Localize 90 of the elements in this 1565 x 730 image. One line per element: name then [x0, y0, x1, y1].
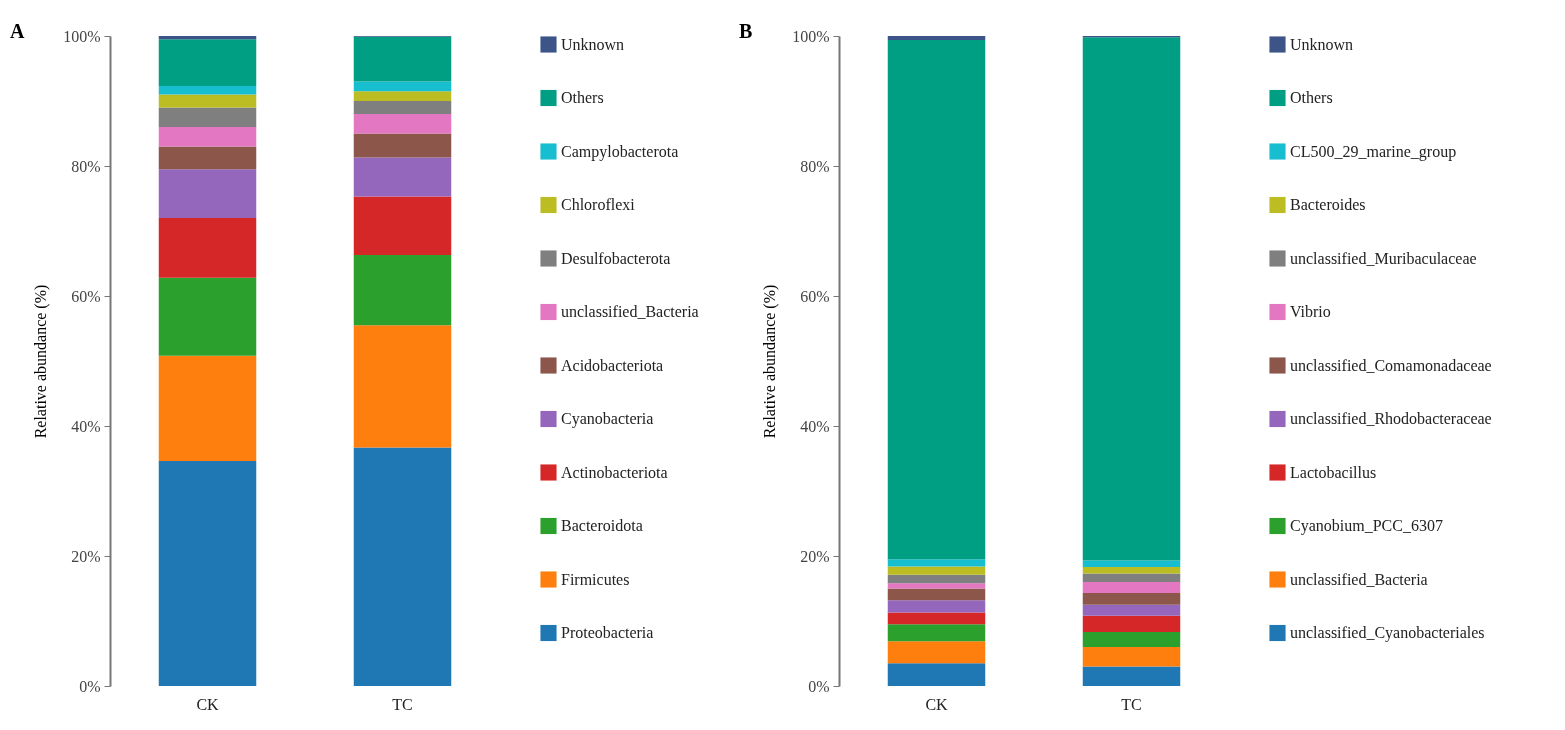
- bar: [158, 461, 257, 686]
- bar: [887, 36, 986, 40]
- bar: [158, 169, 257, 218]
- bar: [1082, 37, 1181, 561]
- bar: [887, 600, 986, 613]
- bar: [353, 157, 452, 197]
- legend-label: Vibrio: [1290, 303, 1331, 320]
- bar: [158, 218, 257, 278]
- bar: [353, 36, 452, 82]
- legend-label: CL500_29_marine_group: [1290, 142, 1457, 161]
- bar: [158, 39, 257, 87]
- legend-label: Desulfobacterota: [561, 249, 671, 267]
- bar: [1082, 573, 1181, 582]
- bar: [1082, 567, 1181, 574]
- x-tick-label: CK: [925, 695, 949, 713]
- bar: [887, 588, 986, 601]
- bar: [353, 196, 452, 256]
- bar: [353, 133, 452, 158]
- chart-title: A: [10, 20, 25, 42]
- bar: [158, 146, 257, 170]
- legend-label: Proteobacteria: [561, 624, 654, 641]
- bar: [158, 127, 257, 147]
- bar: [353, 255, 452, 326]
- y-tick-label: 80%: [800, 157, 830, 175]
- legend-label: Unknown: [1290, 35, 1354, 53]
- legend-label: Others: [1290, 89, 1333, 106]
- x-tick-label: TC: [392, 695, 413, 713]
- legend-label: Actinobacteriota: [561, 463, 668, 481]
- y-tick-label: 40%: [800, 417, 830, 435]
- legend-label: Lactobacillus: [1290, 463, 1377, 481]
- bar: [1082, 604, 1181, 616]
- legend-label: Bacteroidota: [561, 517, 643, 534]
- bar: [353, 447, 452, 686]
- bar: [1082, 560, 1181, 568]
- bar: [158, 277, 257, 356]
- legend-label: unclassified_Muribaculaceae: [1290, 249, 1477, 267]
- bar: [1082, 615, 1181, 633]
- y-tick-label: 20%: [71, 547, 101, 565]
- legend-label: unclassified_Comamonadaceae: [1290, 356, 1492, 374]
- y-tick-label: 40%: [71, 417, 101, 435]
- bar: [1082, 582, 1181, 594]
- y-tick-label: 80%: [71, 157, 101, 175]
- legend-label: unclassified_Bacteria: [1290, 570, 1428, 588]
- legend-label: Bacteroides: [1290, 196, 1366, 213]
- legend-label: unclassified_Rhodobacteraceae: [1290, 410, 1492, 427]
- y-tick-label: 0%: [808, 677, 830, 695]
- legend-label: Others: [561, 89, 604, 106]
- y-tick-label: 60%: [800, 287, 830, 305]
- bar: [887, 559, 986, 567]
- bar: [887, 641, 986, 664]
- bar: [887, 39, 986, 560]
- bar: [887, 574, 986, 584]
- bar: [158, 86, 257, 95]
- bar: [158, 107, 257, 127]
- bar: [887, 612, 986, 625]
- y-axis-title: Relative abundance (%): [32, 284, 51, 439]
- y-axis-title: Relative abundance (%): [761, 284, 780, 439]
- y-tick-label: 100%: [63, 27, 101, 45]
- legend-label: Unknown: [561, 35, 625, 53]
- legend-label: unclassified_Bacteria: [561, 303, 699, 320]
- bar: [1082, 647, 1181, 667]
- y-tick-label: 100%: [792, 27, 830, 45]
- bar: [353, 114, 452, 134]
- legend-label: Cyanobacteria: [561, 410, 654, 428]
- legend-label: Campylobacterota: [561, 142, 679, 161]
- bar: [887, 566, 986, 575]
- bar: [158, 94, 257, 108]
- x-tick-label: CK: [196, 695, 220, 713]
- y-tick-label: 60%: [71, 287, 101, 305]
- legend-label: unclassified_Cyanobacteriales: [1290, 624, 1485, 642]
- bar: [353, 81, 452, 92]
- bar: [158, 36, 257, 40]
- bar: [1082, 632, 1181, 647]
- bar: [887, 663, 986, 686]
- y-tick-label: 0%: [79, 677, 101, 695]
- bar: [1082, 666, 1181, 686]
- bar: [1082, 593, 1181, 605]
- bar: [887, 583, 986, 589]
- legend-label: Chloroflexi: [561, 196, 636, 213]
- x-tick-label: TC: [1121, 695, 1142, 713]
- chart-title: B: [739, 20, 753, 42]
- bar: [353, 325, 452, 448]
- legend-label: Acidobacteriota: [561, 356, 664, 374]
- bar: [158, 355, 257, 462]
- bar: [887, 624, 986, 642]
- bar: [353, 91, 452, 101]
- bar: [353, 101, 452, 114]
- y-tick-label: 20%: [800, 547, 830, 565]
- legend-label: Firmicutes: [561, 570, 630, 588]
- legend-label: Cyanobium_PCC_6307: [1290, 517, 1443, 535]
